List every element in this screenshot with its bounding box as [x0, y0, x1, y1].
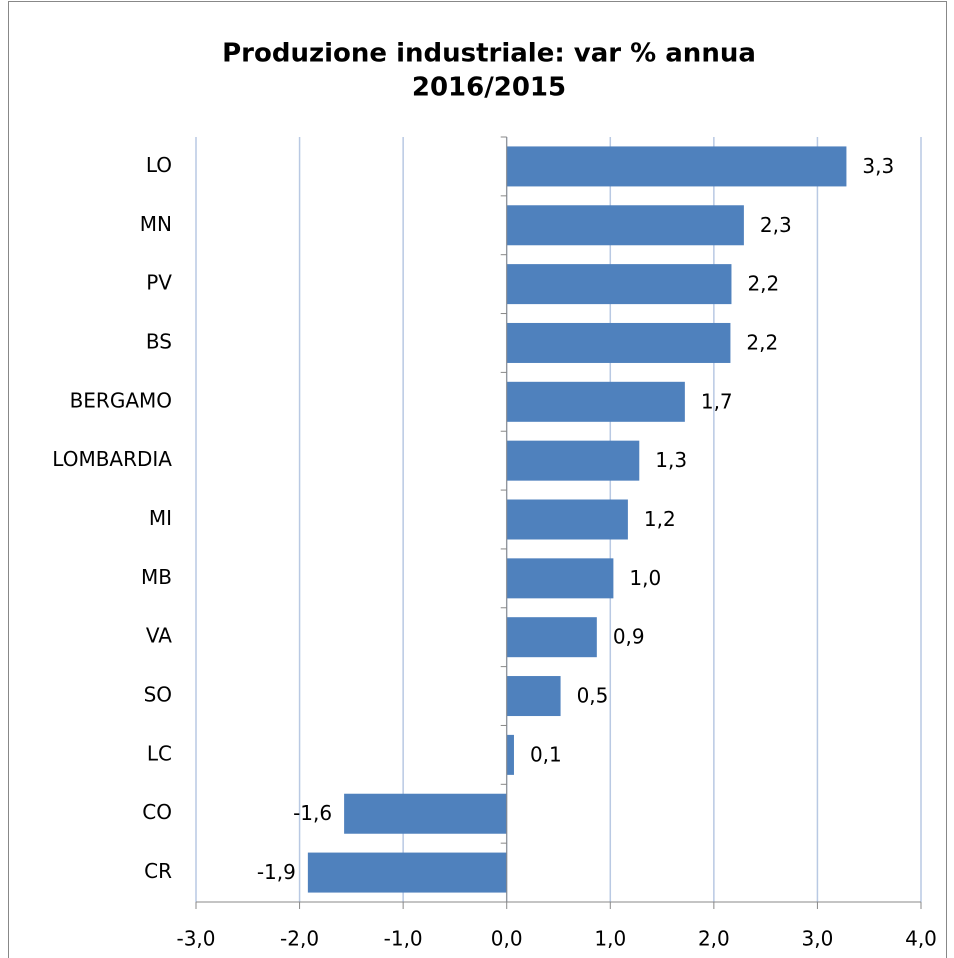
bar: [506, 322, 731, 363]
data-label: 0,1: [530, 742, 562, 766]
x-tick-label: 2,0: [698, 927, 730, 951]
bar: [506, 499, 628, 540]
y-tick-label: SO: [144, 683, 172, 707]
bar: [506, 676, 561, 717]
data-label: 3,3: [862, 154, 894, 178]
bar: [307, 852, 507, 893]
data-label: -1,9: [257, 860, 296, 884]
data-label: 2,2: [747, 272, 779, 296]
y-tick-label: BS: [146, 329, 172, 353]
y-tick-label: CO: [142, 800, 172, 824]
bar: [506, 146, 847, 187]
x-tick-label: 1,0: [594, 927, 626, 951]
x-tick-label: -1,0: [384, 927, 423, 951]
data-label: 1,7: [701, 389, 733, 413]
bar: [506, 205, 744, 246]
bar: [506, 264, 732, 305]
data-label: 2,3: [760, 213, 792, 237]
y-tick-label: BERGAMO: [70, 388, 172, 412]
y-tick-label: MN: [140, 212, 172, 236]
y-tick-label: MI: [149, 506, 172, 530]
bar: [506, 440, 640, 481]
y-tick-label: MB: [141, 565, 172, 589]
y-tick-label: LOMBARDIA: [52, 447, 172, 471]
y-tick-label: VA: [146, 624, 172, 648]
y-tick-label: LO: [146, 153, 172, 177]
x-tick-label: 4,0: [905, 927, 937, 951]
x-tick-label: -3,0: [176, 927, 215, 951]
y-tick-label: CR: [144, 859, 172, 883]
bar: [506, 617, 597, 658]
data-label: 0,9: [613, 625, 645, 649]
data-label: 1,0: [629, 566, 661, 590]
bar: [344, 793, 507, 834]
chart-title: Produzione industriale: var % annua: [222, 39, 756, 69]
data-label: 0,5: [577, 684, 609, 708]
data-label: 1,2: [644, 507, 676, 531]
data-label: 2,2: [746, 330, 778, 354]
x-tick-label: 3,0: [802, 927, 834, 951]
x-tick-label: 0,0: [491, 927, 523, 951]
chart-title: 2016/2015: [412, 73, 566, 103]
x-tick-label: -2,0: [280, 927, 319, 951]
bar: [506, 558, 614, 599]
data-label: 1,3: [655, 448, 687, 472]
y-tick-label: PV: [146, 271, 172, 295]
data-label: -1,6: [293, 801, 332, 825]
bar: [506, 734, 514, 775]
y-tick-label: LC: [147, 741, 172, 765]
bar: [506, 381, 685, 422]
